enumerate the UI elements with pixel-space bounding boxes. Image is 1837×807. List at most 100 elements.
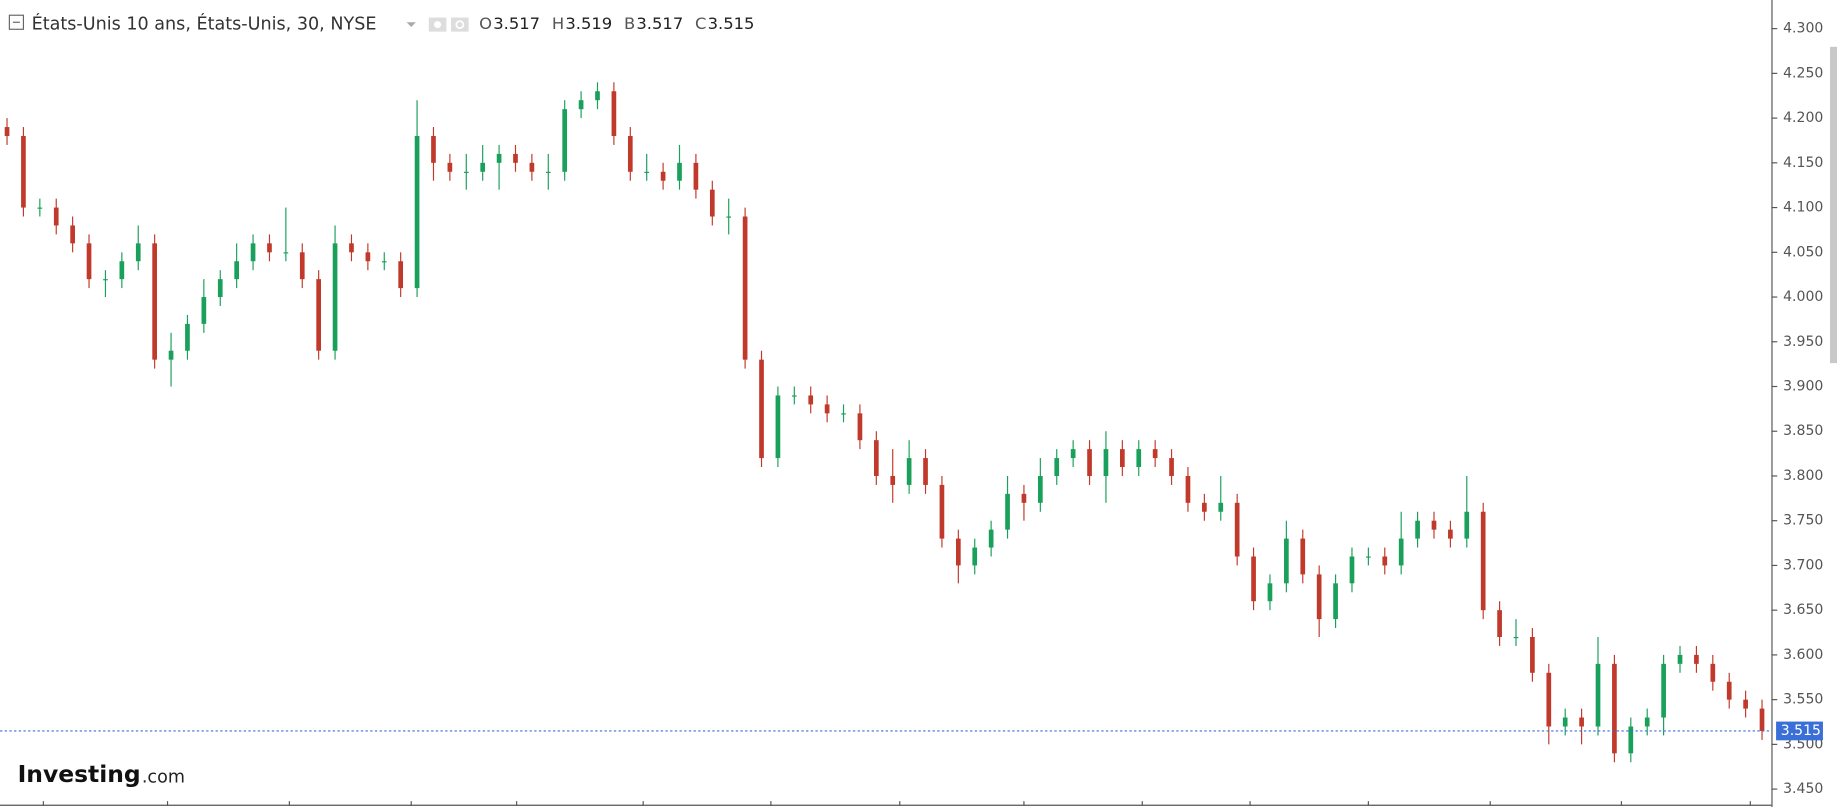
logo: Investing (18, 760, 141, 788)
candle-body (431, 135, 436, 163)
candle-body (1726, 681, 1732, 700)
candle-body (1300, 538, 1306, 575)
candle-body (529, 162, 535, 172)
candle-body (1415, 520, 1420, 539)
candle-body (398, 261, 404, 289)
scrollbar[interactable] (1829, 46, 1837, 364)
y-tick-label: 3.500 (1783, 736, 1823, 752)
dropdown-arrow[interactable] (406, 22, 416, 27)
candle-body (841, 413, 846, 415)
candle-body (70, 225, 75, 244)
candle-body (1464, 511, 1470, 539)
candle-body (103, 279, 108, 281)
quote-value: 3.519 (565, 14, 612, 33)
candle-body (1612, 663, 1617, 754)
candle-body (644, 171, 650, 173)
candle-body (693, 162, 699, 190)
candle-body (1562, 717, 1568, 727)
y-tick-label: 4.100 (1783, 200, 1823, 216)
candle-body (1021, 493, 1027, 503)
candle-body (267, 243, 272, 253)
candle-body (37, 207, 43, 209)
y-tick-label: 4.150 (1783, 155, 1823, 171)
candle-body (923, 458, 928, 485)
y-tick-label: 3.950 (1783, 334, 1823, 350)
candle-body (545, 171, 551, 173)
candle-body (709, 189, 715, 217)
candle-body (1480, 511, 1486, 611)
candle-body (1316, 574, 1322, 620)
candle-body (1595, 663, 1601, 727)
candle-body (726, 216, 732, 218)
candle-body (1251, 556, 1256, 602)
candle-body (1366, 556, 1371, 558)
candle-body (480, 162, 486, 172)
candle-body (1120, 449, 1125, 468)
candle-body (283, 252, 289, 254)
settings-button[interactable] (451, 17, 469, 32)
candle-body (611, 91, 617, 136)
candle-body (86, 243, 92, 280)
candle-body (1136, 449, 1142, 468)
candle-body (1185, 475, 1191, 503)
price-axis: 3.450 3.500 3.550 3.600 3.650 3.700 3.750 3.800… (1771, 21, 1823, 797)
candle-body (349, 243, 354, 253)
candle-body (1628, 726, 1634, 754)
y-tick-label: 3.550 (1783, 692, 1823, 708)
candle-body (791, 395, 797, 397)
candle-body (1234, 502, 1240, 557)
candle-body (365, 252, 371, 262)
quote-key: C (695, 14, 706, 33)
candle-body (1579, 717, 1584, 727)
candle-body (1513, 637, 1519, 639)
y-tick-label: 3.800 (1783, 468, 1823, 484)
candle-body (1152, 449, 1158, 459)
candle-body (4, 127, 10, 136)
candle-body (742, 216, 748, 360)
plot-area (0, 82, 1772, 763)
candle-body (1005, 493, 1010, 530)
collapse-button[interactable] (8, 14, 25, 30)
candle-body (906, 458, 912, 485)
y-tick-label: 4.200 (1783, 110, 1823, 126)
candle-body (1070, 449, 1076, 459)
candle-body (1661, 663, 1666, 718)
y-tick-label: 4.300 (1783, 21, 1823, 37)
candle-body (1087, 449, 1092, 476)
candle-body (152, 243, 157, 360)
time-axis-ticks (42, 801, 1751, 806)
quote-key: H (552, 14, 564, 33)
last-price-label: 3.515 (1781, 723, 1821, 739)
candle-body (578, 100, 584, 110)
candle-body (299, 252, 305, 280)
y-tick-label: 3.450 (1783, 781, 1823, 797)
candle-body (1218, 502, 1224, 512)
ohlc-legend: O 3.517 H 3.519 B 3.517 C 3.515 (479, 14, 754, 33)
candle-body (1169, 458, 1174, 476)
candle-body (972, 547, 978, 566)
candle-body (1202, 502, 1207, 512)
candle-body (1103, 449, 1109, 476)
candle-body (890, 475, 896, 485)
y-tick-label: 4.050 (1783, 244, 1823, 260)
candle-body (1054, 458, 1060, 476)
quote-key: O (479, 14, 492, 33)
candle-body (1743, 699, 1748, 709)
candle-body (1677, 654, 1683, 664)
candle-body (939, 484, 945, 539)
candle-body (1644, 717, 1650, 727)
candle-body (250, 243, 256, 262)
y-tick-label: 3.700 (1783, 557, 1823, 573)
candle-body (808, 395, 814, 405)
gear-icon (455, 20, 465, 29)
candle-body (1759, 708, 1765, 731)
candle-body (1497, 610, 1502, 638)
candle-body (595, 91, 600, 101)
last-price-box (1776, 721, 1823, 741)
candle-body (447, 162, 453, 172)
candle-body (234, 261, 239, 280)
y-tick-label: 3.750 (1783, 513, 1823, 529)
candle-body (1267, 583, 1273, 602)
